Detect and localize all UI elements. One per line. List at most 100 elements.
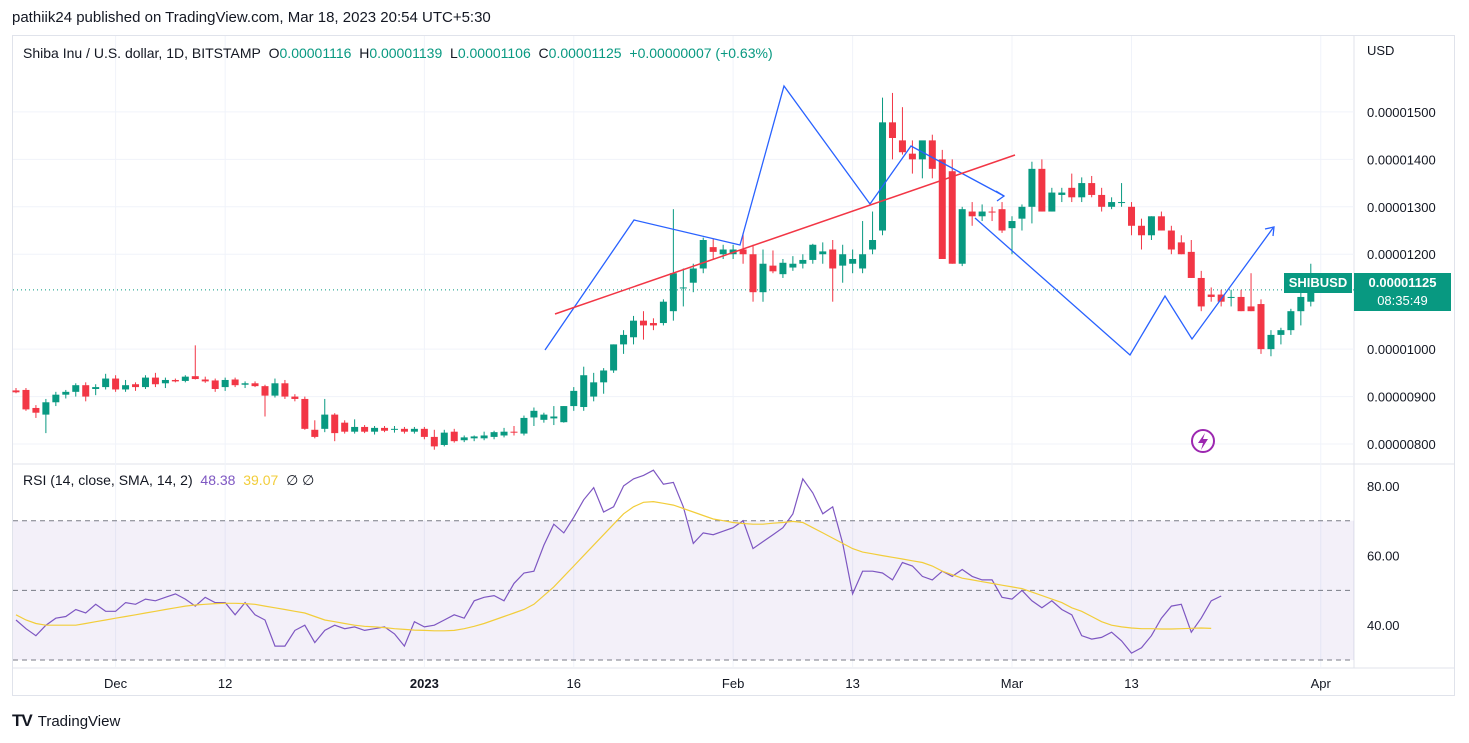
candle xyxy=(769,250,777,274)
legend-open-label: O xyxy=(268,45,280,61)
candle-body xyxy=(1237,296,1245,312)
candle xyxy=(1267,330,1275,357)
candle-body xyxy=(12,390,20,393)
rsi-legend-value: 48.38 xyxy=(200,472,236,488)
tradingview-logo-icon: TV xyxy=(12,711,33,730)
grid-lines xyxy=(12,35,1455,669)
candle-body xyxy=(470,436,478,439)
candle-body xyxy=(869,240,877,250)
candle xyxy=(928,134,936,179)
candle xyxy=(12,388,20,394)
candle-body xyxy=(908,153,916,160)
candle xyxy=(151,372,159,388)
candle xyxy=(1287,308,1295,335)
candle-body xyxy=(709,247,717,252)
candle xyxy=(381,425,389,433)
candle-body xyxy=(520,417,528,434)
blue-trend-path xyxy=(544,84,1005,351)
candle xyxy=(908,140,916,174)
time-tick-label: Mar xyxy=(1001,676,1024,691)
candle xyxy=(1157,211,1165,231)
candle xyxy=(639,311,647,340)
candle xyxy=(1177,235,1185,255)
candle-body xyxy=(948,171,956,264)
candle xyxy=(1088,175,1096,198)
last-price-label: 0.00001125 08:35:49 xyxy=(1354,273,1451,311)
price-axis-currency: USD xyxy=(1367,43,1394,58)
candle-body xyxy=(510,431,518,433)
candles-layer xyxy=(12,92,1315,450)
axes-layer: 0.00001500 0.00001400 0.00001300 0.00001200… xyxy=(104,43,1436,691)
candle xyxy=(321,398,329,433)
candle-body xyxy=(1207,294,1215,297)
candle xyxy=(1257,299,1265,354)
candle-body xyxy=(361,426,369,432)
candle-body xyxy=(301,398,309,429)
candle xyxy=(809,243,817,264)
candle xyxy=(450,428,458,443)
candle xyxy=(530,407,538,426)
time-tick-label: Dec xyxy=(104,676,128,691)
time-tick-label: 13 xyxy=(1124,676,1138,691)
candle xyxy=(849,249,857,274)
candle-body xyxy=(1137,225,1145,236)
candle-body xyxy=(161,379,169,384)
footer-brand[interactable]: TV TradingView xyxy=(12,711,120,731)
candle-body xyxy=(749,254,757,293)
candle xyxy=(1098,187,1106,212)
candle xyxy=(699,237,707,274)
candle-body xyxy=(988,211,996,213)
candle-body xyxy=(410,428,418,432)
candle-body xyxy=(72,385,80,392)
candle-body xyxy=(430,436,438,447)
candle-body xyxy=(171,379,179,382)
candle-body xyxy=(211,380,219,389)
candle-body xyxy=(1048,192,1056,212)
candle xyxy=(1108,197,1116,210)
candle-body xyxy=(221,379,229,388)
candle xyxy=(898,107,906,155)
trend-drawings xyxy=(544,84,1275,357)
candle xyxy=(869,211,877,255)
lightning-icon[interactable] xyxy=(1191,429,1215,453)
candle-body xyxy=(630,320,638,338)
candle xyxy=(271,378,279,398)
candle xyxy=(1058,187,1066,203)
candle xyxy=(938,149,946,259)
candle xyxy=(122,379,130,392)
candle xyxy=(231,377,239,388)
candle-body xyxy=(918,140,926,160)
candle xyxy=(968,202,976,226)
candle-body xyxy=(928,140,936,169)
candle xyxy=(301,396,309,430)
candle xyxy=(1197,270,1205,312)
legend-close-label: C xyxy=(538,45,549,61)
candle-body xyxy=(839,254,847,266)
candle xyxy=(1167,225,1175,255)
candle xyxy=(1207,287,1215,302)
candle-body xyxy=(331,414,339,434)
candle-body xyxy=(321,414,329,429)
candle-body xyxy=(898,140,906,153)
candle xyxy=(1137,218,1145,250)
candle xyxy=(500,427,508,438)
candle xyxy=(669,209,677,321)
rsi-line xyxy=(15,469,1222,654)
candle-body xyxy=(231,379,239,386)
candle-body xyxy=(22,389,30,410)
price-tick-label: 0.00001500 xyxy=(1367,105,1436,120)
candle-body xyxy=(759,263,767,293)
candle xyxy=(241,381,249,389)
candle xyxy=(879,97,887,236)
time-tick-label: Apr xyxy=(1311,676,1332,691)
candle-body xyxy=(580,375,588,408)
candle xyxy=(400,426,408,434)
candle xyxy=(1028,161,1036,224)
candle xyxy=(998,202,1006,233)
candle xyxy=(649,318,657,331)
candle xyxy=(948,159,956,264)
candle-body xyxy=(699,240,707,269)
candle-body xyxy=(490,432,498,437)
candle-body xyxy=(550,416,558,419)
